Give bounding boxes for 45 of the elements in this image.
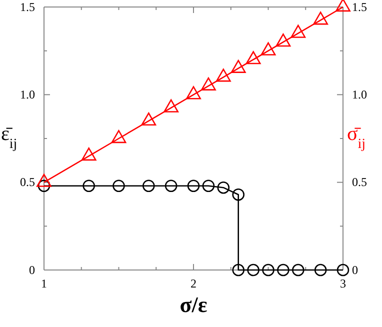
point bbox=[164, 99, 179, 112]
point bbox=[112, 180, 125, 192]
y-tick-label: 0.5 bbox=[20, 175, 35, 190]
y2-tick-label: 1.0 bbox=[352, 88, 367, 102]
point bbox=[36, 174, 52, 187]
point bbox=[164, 180, 178, 192]
y-tick-label: 1.0 bbox=[20, 88, 35, 102]
point bbox=[336, 264, 350, 276]
point bbox=[292, 264, 304, 276]
y2-tick-label: 1.5 bbox=[352, 0, 367, 14]
point bbox=[290, 24, 306, 38]
point bbox=[230, 60, 246, 73]
point bbox=[186, 86, 201, 100]
y2-tick-label: 0.5 bbox=[352, 175, 367, 190]
point bbox=[277, 264, 290, 276]
y2-axis-title: σ̄$_{ij}$ bbox=[347, 123, 366, 152]
point bbox=[247, 264, 260, 276]
point bbox=[202, 180, 215, 192]
point bbox=[313, 12, 328, 25]
point bbox=[81, 148, 96, 161]
x-axis-title: σ/ε bbox=[180, 292, 208, 317]
x-tick-label: 1 bbox=[41, 276, 47, 291]
y2-tick-label: 0 bbox=[352, 262, 358, 277]
point bbox=[111, 130, 126, 144]
point bbox=[232, 188, 244, 201]
y-tick-label: 1.5 bbox=[20, 0, 35, 14]
point bbox=[217, 181, 230, 194]
point bbox=[38, 180, 50, 192]
point bbox=[246, 51, 261, 64]
x-tick-label: 2 bbox=[190, 276, 196, 291]
point bbox=[336, 0, 350, 12]
y-axis-title: ε̄$_{ij}$ bbox=[1, 123, 18, 152]
point bbox=[216, 68, 231, 82]
x-tick-label: 3 bbox=[340, 276, 346, 291]
point bbox=[187, 180, 200, 192]
y-tick-label: 0 bbox=[29, 262, 35, 277]
point bbox=[314, 264, 327, 276]
point bbox=[260, 42, 276, 56]
point bbox=[201, 77, 216, 90]
point bbox=[276, 34, 291, 47]
point bbox=[142, 180, 155, 192]
point bbox=[82, 180, 95, 192]
point bbox=[141, 112, 156, 126]
point bbox=[262, 264, 274, 276]
point bbox=[232, 264, 244, 276]
